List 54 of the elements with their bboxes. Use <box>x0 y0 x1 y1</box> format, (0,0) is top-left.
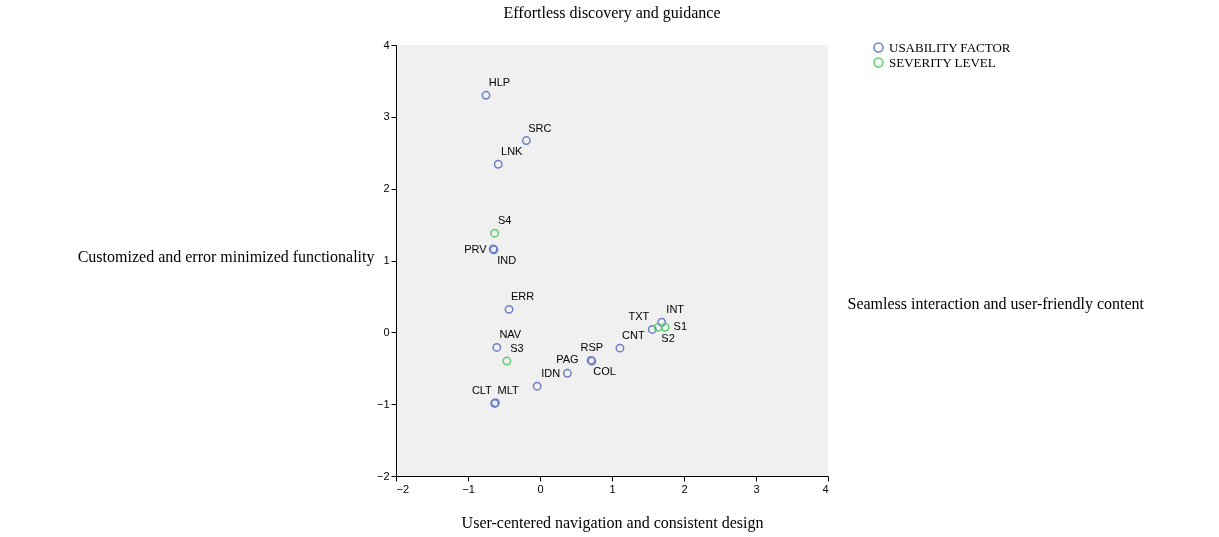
legend-label: USABILITY FACTOR <box>889 39 1011 55</box>
annotation: IND <box>497 254 517 267</box>
point <box>493 159 503 169</box>
x-tick-label: −2 <box>396 482 410 495</box>
point <box>492 342 502 352</box>
point <box>615 343 625 353</box>
point <box>481 90 491 100</box>
point <box>504 304 514 314</box>
annotation: S1 <box>673 320 688 333</box>
annotation: RSP <box>580 341 604 354</box>
point <box>647 325 657 334</box>
x-tick-label: 3 <box>753 482 760 495</box>
legend-label: SEVERITY LEVEL <box>889 54 996 70</box>
point <box>657 317 667 327</box>
y-tick-label: 4 <box>383 38 390 51</box>
point <box>653 322 663 332</box>
annotation: HLP <box>488 76 511 89</box>
annotation: ERR <box>510 290 535 303</box>
annotation: S3 <box>510 342 524 355</box>
annotation: S4 <box>497 214 512 227</box>
x-tick-label: −1 <box>462 482 475 495</box>
x-tick-label: 0 <box>537 482 544 495</box>
y-tick-label: 0 <box>383 325 390 338</box>
point <box>502 356 512 366</box>
annotation: SRC <box>528 121 552 134</box>
annotation: COL <box>593 365 616 378</box>
y-tick-label: 3 <box>383 110 390 123</box>
y-tick-label: 1 <box>383 254 390 266</box>
point <box>532 381 542 391</box>
chart-title: Effortless discovery and guidance <box>503 4 721 22</box>
annotation: PRV <box>464 242 488 255</box>
annotation: CNT <box>622 329 645 342</box>
point <box>521 136 531 145</box>
y-tick-label: −2 <box>376 469 390 482</box>
annotation: IDN <box>541 367 561 380</box>
y-axis-title: Customized and error minimized functionality <box>77 247 375 266</box>
annotation: LNK <box>501 145 524 158</box>
annotation: TXT <box>628 310 650 323</box>
y2-axis-title: Seamless interaction and user-friendly content <box>847 295 1145 314</box>
point <box>660 322 670 332</box>
y-tick-label: −1 <box>376 397 390 410</box>
x-tick-label: 4 <box>822 482 829 495</box>
annotation: NAV <box>499 328 522 341</box>
x-tick-label: 1 <box>609 482 616 495</box>
point <box>562 368 572 378</box>
annotation: MLT <box>497 384 520 397</box>
annotation: INT <box>666 303 685 316</box>
annotation: PAG <box>556 353 579 366</box>
annotation: S2 <box>661 332 675 345</box>
x-axis-title: User-centered navigation and consistent design <box>461 513 764 532</box>
y-tick-label: 2 <box>383 182 390 195</box>
point <box>490 228 500 238</box>
annotation: CLT <box>471 383 493 396</box>
x-tick-label: 2 <box>681 482 688 495</box>
